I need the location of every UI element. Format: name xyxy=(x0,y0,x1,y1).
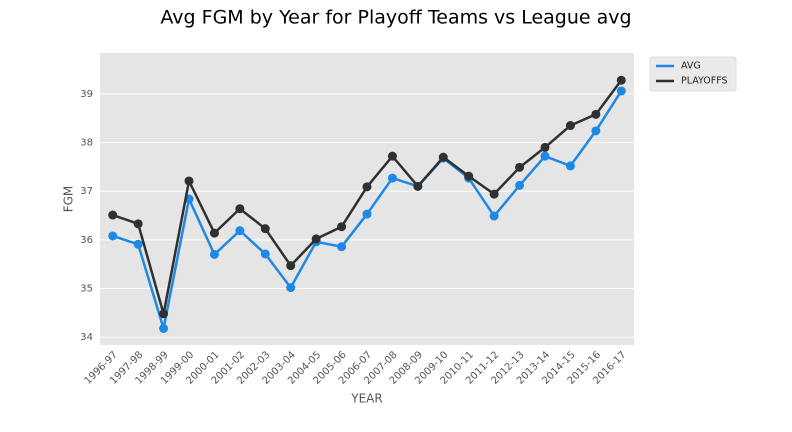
x-axis-label: YEAR xyxy=(350,392,382,406)
point xyxy=(413,181,423,191)
point xyxy=(591,126,601,136)
point xyxy=(235,226,245,236)
point xyxy=(235,204,245,214)
point xyxy=(362,209,372,219)
point xyxy=(362,182,372,192)
point xyxy=(387,151,397,161)
y-tick-label: 39 xyxy=(80,89,93,100)
point xyxy=(184,176,194,186)
y-tick-label: 35 xyxy=(80,284,93,295)
point xyxy=(133,239,143,249)
y-tick-label: 38 xyxy=(80,138,93,149)
point xyxy=(489,211,499,221)
point xyxy=(540,142,550,152)
point xyxy=(108,231,118,241)
point xyxy=(209,228,219,238)
point xyxy=(337,242,347,252)
point xyxy=(337,222,347,232)
y-tick-label: 36 xyxy=(80,235,93,246)
point xyxy=(565,161,575,171)
chart-title: Avg FGM by Year for Playoff Teams vs Lea… xyxy=(160,7,631,29)
point xyxy=(438,152,448,162)
point xyxy=(286,261,296,271)
y-tick-label: 34 xyxy=(80,332,93,343)
point xyxy=(464,171,474,181)
point xyxy=(159,323,169,333)
point xyxy=(387,173,397,183)
point xyxy=(565,121,575,131)
plot-background xyxy=(100,53,634,345)
legend-label: PLAYOFFS xyxy=(681,76,728,87)
point xyxy=(311,234,321,244)
point xyxy=(489,189,499,199)
y-tick-label: 37 xyxy=(80,186,93,197)
point xyxy=(286,283,296,293)
point xyxy=(260,224,270,234)
point xyxy=(133,219,143,229)
point xyxy=(108,210,118,220)
point xyxy=(591,109,601,119)
point xyxy=(260,249,270,259)
y-axis-label: FGM xyxy=(62,186,76,213)
point xyxy=(515,180,525,190)
point xyxy=(616,75,626,85)
point xyxy=(209,249,219,259)
point xyxy=(540,151,550,161)
legend-label: AVG xyxy=(681,61,701,72)
point xyxy=(515,162,525,172)
point xyxy=(616,86,626,96)
point xyxy=(159,309,169,319)
